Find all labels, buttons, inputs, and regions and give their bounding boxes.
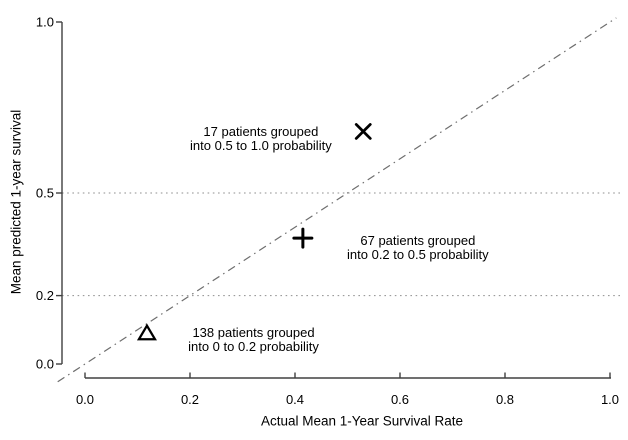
y-tick-label-0.2: 0.2	[36, 288, 54, 303]
identity-line	[57, 17, 617, 383]
x-axis-title: Actual Mean 1-Year Survival Rate	[260, 413, 464, 429]
x-tick-label-0.4: 0.4	[286, 392, 304, 407]
annotation-group-0: 17 patients grouped into 0.5 to 1.0 prob…	[190, 124, 332, 154]
annotation-group-2: 138 patients grouped into 0 to 0.2 proba…	[188, 325, 319, 355]
x-tick-label-0.6: 0.6	[391, 392, 409, 407]
y-axis-title: Mean predicted 1-year survival	[8, 109, 24, 295]
x-tick-label-0.0: 0.0	[76, 392, 94, 407]
y-tick-label-1.0: 1.0	[36, 15, 54, 30]
annotation-group-1: 67 patients grouped into 0.2 to 0.5 prob…	[347, 232, 489, 262]
x-tick-label-1.0: 1.0	[601, 392, 619, 407]
x-tick-label-0.8: 0.8	[496, 392, 514, 407]
marker-cross	[354, 123, 372, 140]
marker-plus	[292, 227, 314, 249]
y-tick-label-0.5: 0.5	[36, 186, 54, 201]
x-tick-label-0.2: 0.2	[181, 392, 199, 407]
y-tick-label-0.0: 0.0	[36, 357, 54, 372]
marker-triangle-open	[136, 323, 157, 341]
